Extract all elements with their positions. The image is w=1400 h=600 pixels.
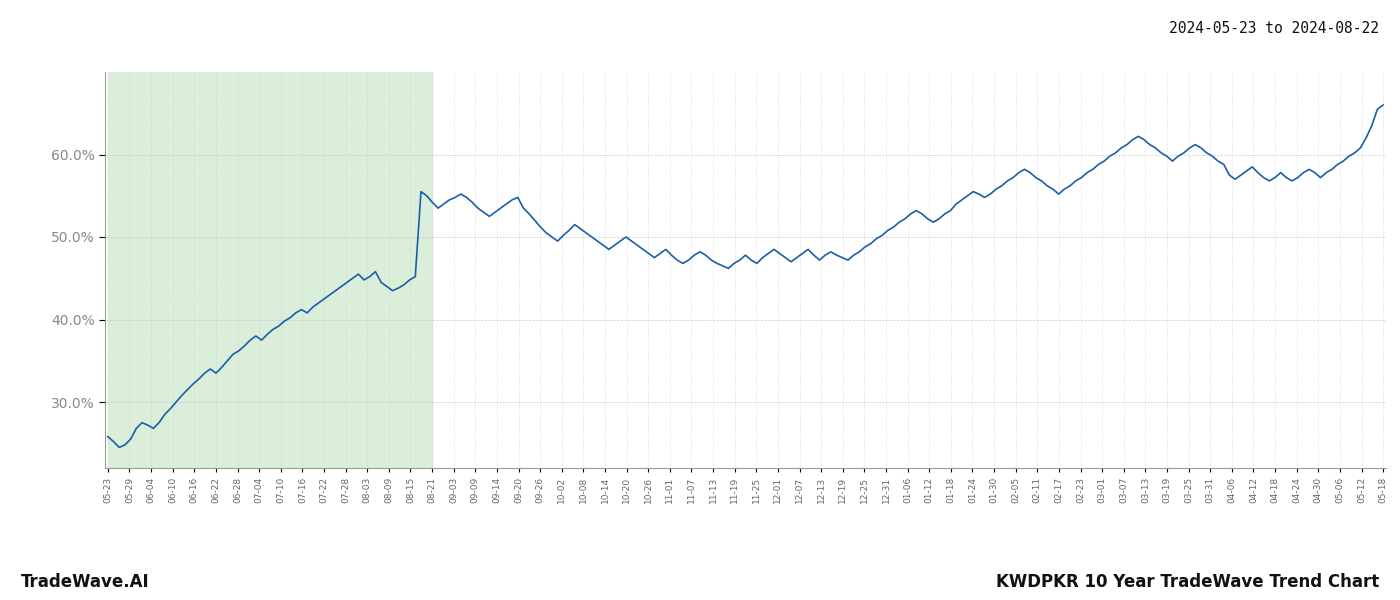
Text: TradeWave.AI: TradeWave.AI — [21, 573, 150, 591]
Bar — [108, 72, 433, 468]
Text: 2024-05-23 to 2024-08-22: 2024-05-23 to 2024-08-22 — [1169, 21, 1379, 36]
Text: KWDPKR 10 Year TradeWave Trend Chart: KWDPKR 10 Year TradeWave Trend Chart — [995, 573, 1379, 591]
